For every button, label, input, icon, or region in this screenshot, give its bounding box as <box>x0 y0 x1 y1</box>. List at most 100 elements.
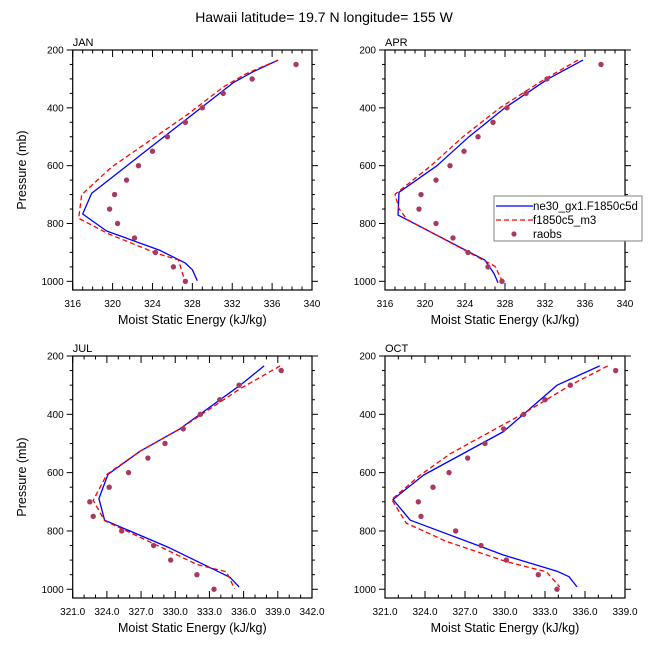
raobs-point <box>478 542 484 549</box>
raobs-point <box>490 119 496 125</box>
x-tick-label: 340 <box>617 299 634 310</box>
x-tick-label: 332 <box>224 299 241 310</box>
x-axis-title: Moist Static Energy (kJ/kg) <box>431 313 580 327</box>
raobs-point <box>106 484 112 490</box>
x-tick-label: 324.0 <box>94 607 119 618</box>
x-tick-label: 340 <box>304 299 321 310</box>
figure-title: Hawaii latitude= 19.7 N longitude= 155 W <box>195 9 453 25</box>
y-tick-label: 200 <box>47 352 64 363</box>
raobs-point <box>485 264 491 270</box>
legend-label-obs: raobs <box>533 229 562 241</box>
x-tick-label: 336.0 <box>572 607 597 618</box>
raobs-point <box>503 557 510 563</box>
x-axis-title: Moist Static Energy (kJ/kg) <box>118 621 267 635</box>
raobs-point <box>464 455 471 461</box>
raobs-point <box>211 586 217 592</box>
y-tick-label: 400 <box>47 103 64 114</box>
raobs-point <box>452 528 459 534</box>
raobs-point <box>447 162 453 169</box>
raobs-point <box>135 162 142 169</box>
raobs-point <box>197 411 204 418</box>
y-tick-label: 200 <box>47 46 64 57</box>
panel-label: APR <box>385 37 408 49</box>
raobs-point <box>446 469 452 476</box>
series-line-ne30 <box>82 59 279 281</box>
raobs-point <box>118 528 125 534</box>
raobs-point <box>164 134 171 140</box>
panel-label: JUL <box>73 343 93 355</box>
raobs-point <box>598 61 604 68</box>
raobs-point <box>433 177 439 183</box>
y-tick-label: 800 <box>47 526 64 537</box>
x-tick-label: 332 <box>537 299 554 310</box>
panel-oct: OCT 321.0 324.0 327.0 330.0 333.0 336.0 339.0 20… <box>354 343 638 635</box>
raobs-point <box>418 513 424 520</box>
x-tick-label: 320 <box>104 299 121 310</box>
y-tick-label: 200 <box>359 352 376 363</box>
x-tick-label: 324.0 <box>412 607 437 618</box>
y-tick-label: 400 <box>359 103 376 114</box>
series-line-f1850c5-m3 <box>394 59 579 281</box>
raobs-point <box>418 191 424 198</box>
series-line-f1850c5-m3 <box>78 59 279 283</box>
plot-frame <box>72 355 313 599</box>
raobs-point <box>125 469 132 476</box>
x-tick-label: 321.0 <box>372 607 397 618</box>
y-tick-label: 600 <box>47 161 64 172</box>
raobs-point <box>554 586 560 592</box>
plot-frame <box>384 49 626 291</box>
x-tick-label: 324 <box>144 299 161 310</box>
raobs-point <box>106 206 113 212</box>
y-axis-title: Pressure (mb) <box>15 437 29 516</box>
y-tick-label: 1000 <box>354 277 377 288</box>
raobs-point <box>194 571 200 578</box>
x-tick-label: 330.0 <box>163 607 188 618</box>
raobs-point <box>482 440 488 447</box>
panels: JAN 316 320 324 328 332 336 340 200 400 600 800 1000… <box>15 37 638 635</box>
x-tick-label: 336 <box>264 299 281 310</box>
panel-jul: JUL 321.0 324.0 327.0 330.0 333.0 336.0 339.0 34… <box>15 343 325 635</box>
legend: ne30_gx1.F1850c5d f1850c5_m3 raobs <box>493 195 643 242</box>
y-tick-label: 400 <box>47 410 64 421</box>
raobs-point <box>87 499 93 505</box>
x-tick-label: 333.0 <box>532 607 557 618</box>
y-tick-label: 800 <box>47 219 64 230</box>
raobs-point <box>465 249 471 256</box>
raobs-point <box>182 278 189 285</box>
y-tick-label: 200 <box>359 46 376 57</box>
y-tick-label: 800 <box>359 526 376 537</box>
y-tick-label: 1000 <box>354 585 377 596</box>
raobs-point <box>145 455 151 461</box>
raobs-point <box>220 90 226 97</box>
y-tick-label: 800 <box>359 219 376 230</box>
y-tick-label: 600 <box>359 468 376 479</box>
y-tick-label: 600 <box>359 161 376 172</box>
x-tick-label: 316 <box>377 299 394 310</box>
x-tick-label: 320 <box>417 299 434 310</box>
raobs-point <box>504 105 510 111</box>
legend-marker <box>511 231 517 237</box>
raobs-point <box>114 220 121 227</box>
raobs-point <box>567 382 574 388</box>
raobs-point <box>90 513 96 520</box>
raobs-point <box>523 90 529 97</box>
x-tick-label: 327.0 <box>129 607 154 618</box>
raobs-point <box>542 397 548 403</box>
panel-label: OCT <box>385 343 409 355</box>
raobs-point <box>170 264 177 270</box>
raobs-point <box>123 177 130 183</box>
y-tick-label: 400 <box>359 410 376 421</box>
series-line-f1850c5-m3 <box>391 365 608 588</box>
series-line-ne30 <box>392 365 600 588</box>
raobs-point <box>131 235 138 241</box>
raobs-point <box>500 426 507 432</box>
x-tick-label: 328 <box>184 299 201 310</box>
x-tick-label: 316 <box>64 299 81 310</box>
panel-apr: APR 316 320 324 328 332 336 340 200 400 600 800 1000… <box>354 37 634 327</box>
raobs-point <box>162 440 168 447</box>
raobs-point <box>450 235 456 241</box>
raobs-point <box>499 278 505 285</box>
legend-box <box>493 195 643 242</box>
raobs-point <box>216 397 223 403</box>
